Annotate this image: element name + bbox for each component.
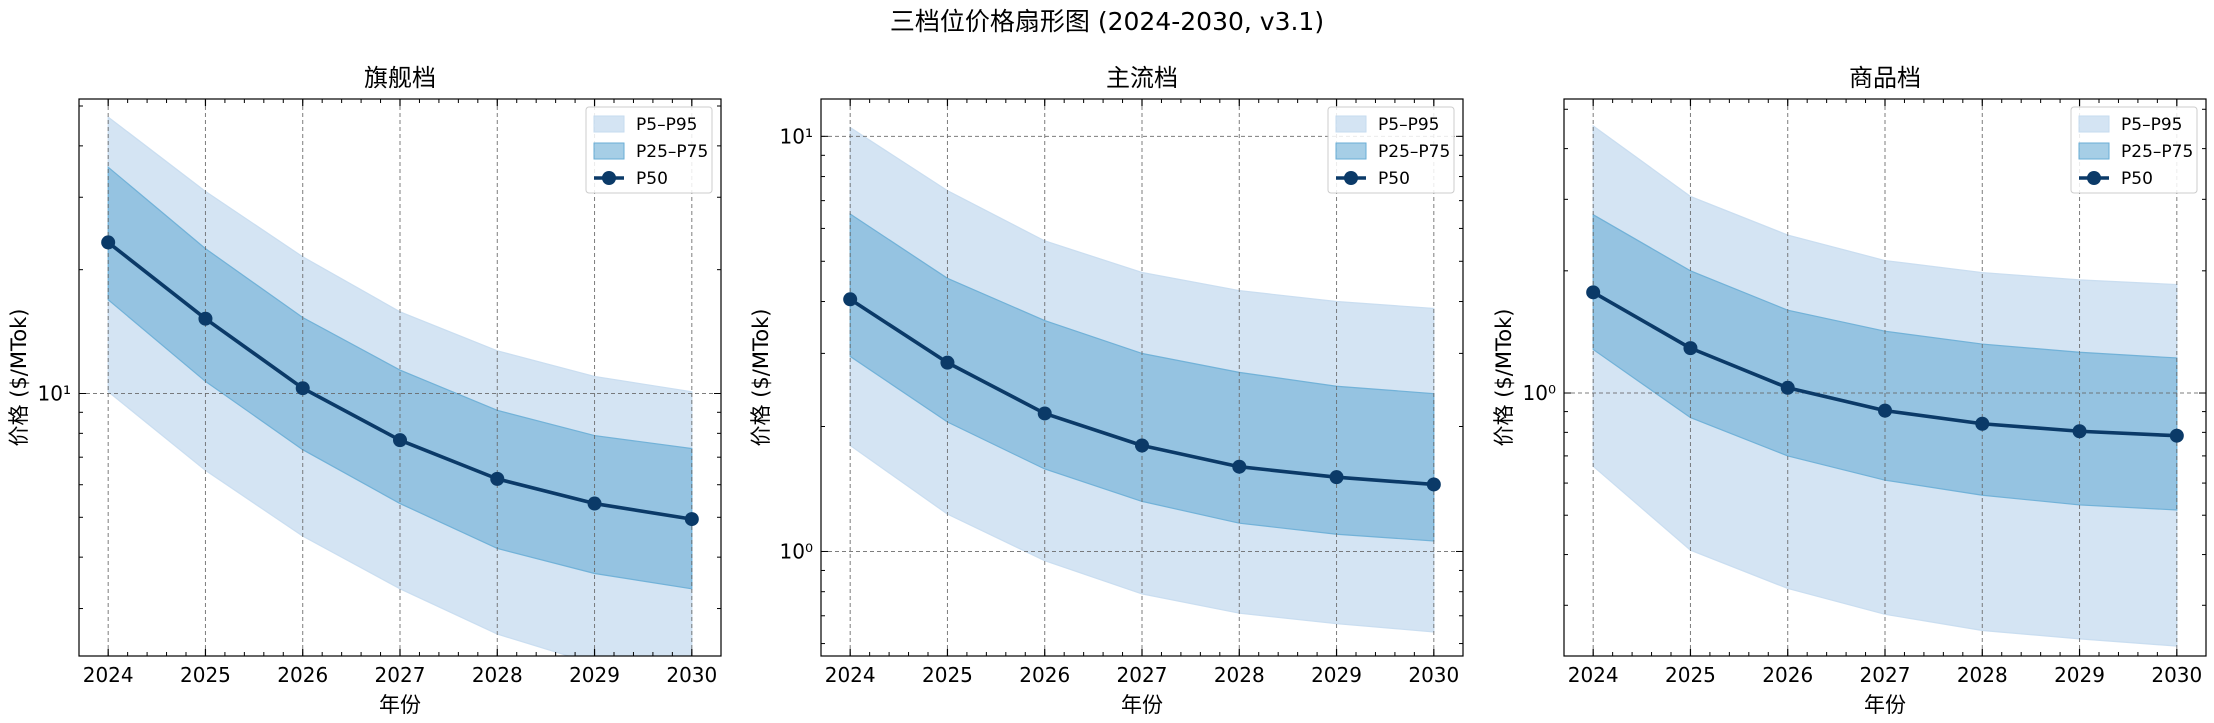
median-point bbox=[1780, 380, 1795, 395]
median-point bbox=[490, 471, 505, 486]
legend-label: P25–P75 bbox=[1378, 142, 1450, 162]
x-tick-label: 2025 bbox=[180, 663, 231, 687]
y-tick-label: 10⁰ bbox=[1523, 381, 1556, 405]
legend-label: P5–P95 bbox=[1378, 115, 1439, 135]
ticks: 2024 2025 2026 2027 2028 2029 2030 10⁰ bbox=[1523, 99, 2206, 687]
x-tick-label: 2027 bbox=[1117, 663, 1168, 687]
legend-label: P25–P75 bbox=[636, 142, 708, 162]
legend: P5–P95 P25–P75 P50 bbox=[2070, 106, 2198, 194]
y-axis-label: 价格 ($/MTok) bbox=[1492, 309, 1516, 447]
x-tick-label: 2029 bbox=[1311, 663, 1362, 687]
figure-title: 三档位价格扇形图 (2024-2030, v3.1) bbox=[890, 7, 1324, 36]
x-tick-label: 2027 bbox=[1860, 663, 1911, 687]
x-tick-label: 2030 bbox=[666, 663, 717, 687]
panel-title: 商品档 bbox=[1849, 64, 1921, 92]
legend-label: P5–P95 bbox=[636, 115, 697, 135]
median-point bbox=[1683, 341, 1698, 356]
y-axis-label: 价格 ($/MTok) bbox=[749, 309, 773, 447]
grid bbox=[79, 99, 721, 656]
median-point bbox=[1426, 477, 1441, 492]
legend-swatch bbox=[593, 115, 625, 133]
legend-marker bbox=[2087, 171, 2101, 185]
legend-label: P50 bbox=[636, 169, 668, 189]
median-point bbox=[1878, 403, 1892, 418]
x-tick-label: 2028 bbox=[472, 663, 523, 687]
median-point bbox=[198, 311, 213, 326]
median-point bbox=[2072, 424, 2087, 439]
legend: P5–P95 P25–P75 P50 bbox=[1327, 106, 1455, 194]
legend-label: P5–P95 bbox=[2121, 115, 2182, 135]
x-tick-label: 2029 bbox=[569, 663, 620, 687]
x-tick-label: 2024 bbox=[1568, 663, 1619, 687]
x-tick-label: 2028 bbox=[1957, 663, 2008, 687]
legend-marker bbox=[602, 171, 616, 185]
median-point bbox=[1329, 470, 1344, 485]
legend-swatch bbox=[2078, 115, 2110, 133]
legend-marker bbox=[1344, 171, 1358, 185]
median-point bbox=[1586, 285, 1601, 300]
x-tick-label: 2024 bbox=[825, 663, 876, 687]
x-tick-label: 2027 bbox=[375, 663, 426, 687]
median-point bbox=[1037, 406, 1052, 421]
legend-label: P50 bbox=[2121, 169, 2153, 189]
x-axis-label: 年份 bbox=[1121, 693, 1163, 717]
median-point bbox=[684, 512, 699, 527]
legend-swatch bbox=[2078, 142, 2110, 160]
x-tick-label: 2029 bbox=[2054, 663, 2105, 687]
legend-swatch bbox=[593, 142, 625, 160]
x-tick-label: 2024 bbox=[83, 663, 134, 687]
median-point bbox=[1975, 416, 1990, 431]
legend-swatch bbox=[1335, 142, 1367, 160]
median-point bbox=[940, 355, 955, 370]
x-axis-label: 年份 bbox=[379, 693, 421, 717]
median-point bbox=[393, 433, 407, 448]
median-point bbox=[295, 381, 310, 396]
median-point bbox=[843, 292, 858, 307]
x-tick-label: 2028 bbox=[1214, 663, 1265, 687]
median-point bbox=[587, 496, 602, 511]
panel-title: 主流档 bbox=[1106, 64, 1178, 92]
x-tick-label: 2025 bbox=[1665, 663, 1716, 687]
y-tick-label: 10¹ bbox=[38, 381, 71, 405]
legend-label: P25–P75 bbox=[2121, 142, 2193, 162]
x-axis-label: 年份 bbox=[1864, 693, 1906, 717]
x-tick-label: 2026 bbox=[1019, 663, 1070, 687]
x-tick-label: 2030 bbox=[2151, 663, 2202, 687]
x-tick-label: 2025 bbox=[922, 663, 973, 687]
band-p25-p75 bbox=[1592, 213, 2178, 511]
x-tick-label: 2026 bbox=[1762, 663, 1813, 687]
median-point bbox=[2169, 428, 2184, 443]
x-tick-label: 2026 bbox=[277, 663, 328, 687]
median-point bbox=[1135, 438, 1149, 453]
y-axis-label: 价格 ($/MTok) bbox=[7, 309, 31, 447]
median-point bbox=[101, 235, 116, 250]
y-tick-label: 10¹ bbox=[780, 124, 813, 148]
legend-swatch bbox=[1335, 115, 1367, 133]
y-tick-label: 10⁰ bbox=[780, 539, 813, 563]
ticks: 2024 2025 2026 2027 2028 2029 2030 10¹ bbox=[38, 99, 721, 687]
ticks: 2024 2025 2026 2027 2028 2029 2030 10⁰ 10¹ bbox=[780, 99, 1463, 687]
x-tick-label: 2030 bbox=[1408, 663, 1459, 687]
legend: P5–P95 P25–P75 P50 bbox=[585, 106, 713, 194]
panel-title: 旗舰档 bbox=[364, 64, 436, 92]
band-p25-p75 bbox=[107, 165, 693, 590]
legend-label: P50 bbox=[1378, 169, 1410, 189]
median-point bbox=[1232, 459, 1247, 474]
